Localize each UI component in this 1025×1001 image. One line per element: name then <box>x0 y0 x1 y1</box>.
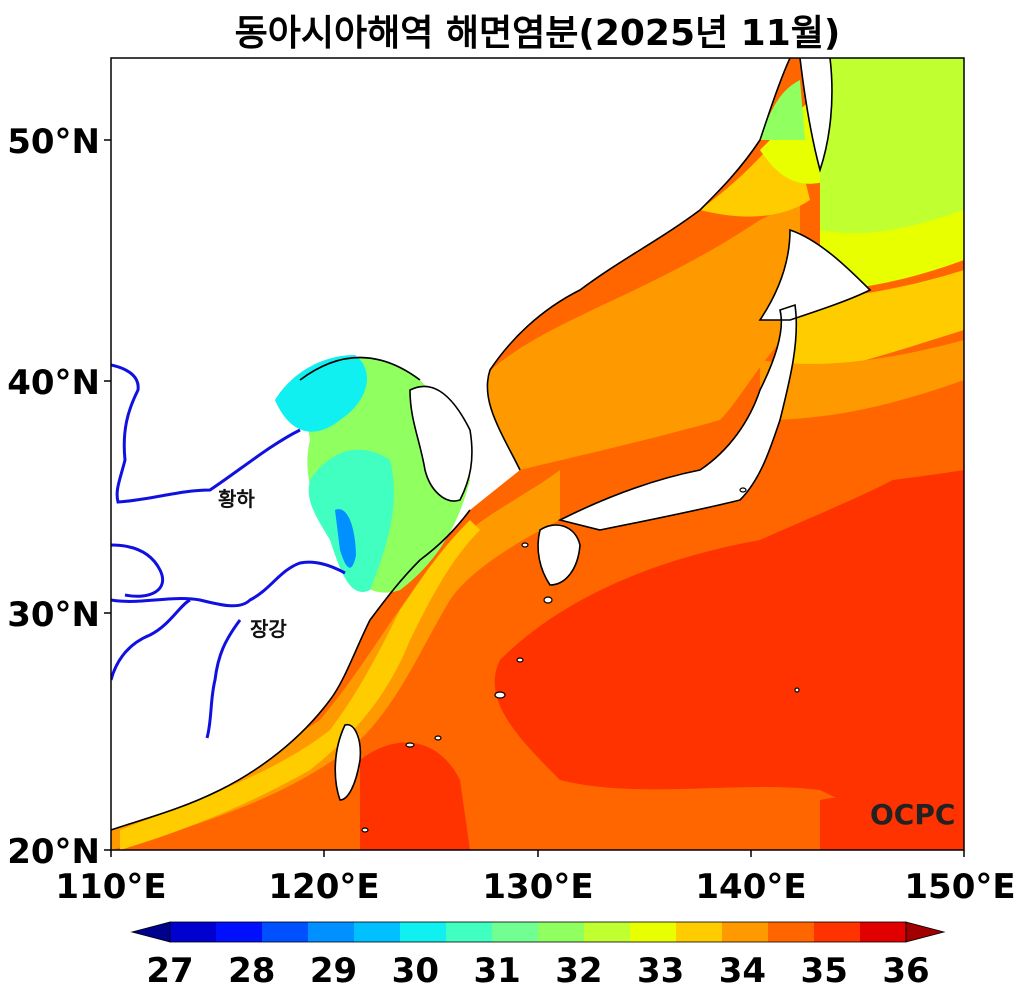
colorbar-tick-label: 35 <box>801 951 848 991</box>
colorbar-extend-min <box>130 921 171 943</box>
map-plot-area: 황하 장강 OCPC <box>111 58 964 850</box>
yellow-sea-inner <box>308 449 394 592</box>
bohai-sea-water <box>275 355 367 432</box>
colorbar-extend-max <box>905 921 946 943</box>
colorbar-segment <box>860 922 907 942</box>
salinity-zone-35 <box>494 430 964 821</box>
land-honshu <box>560 305 797 530</box>
colorbar-segment <box>584 922 631 942</box>
salinity-zone-35b <box>360 742 470 850</box>
x-axis: 110°E 120°E 130°E 140°E 150°E <box>55 850 1016 907</box>
x-tick-label-150: 150°E <box>904 867 1015 907</box>
land-hokkaido <box>760 230 870 320</box>
x-tick-label-120: 120°E <box>268 867 379 907</box>
colorbar-segment <box>538 922 585 942</box>
credit-logo: OCPC <box>870 798 955 831</box>
salinity-zone-33-coast <box>120 520 480 850</box>
colorbar-tick-label: 30 <box>392 951 439 991</box>
colorbar-segment <box>492 922 539 942</box>
land-korea <box>410 386 472 501</box>
colorbar-tick-label: 33 <box>637 951 684 991</box>
colorbar-segment <box>768 922 815 942</box>
colorbar-segment <box>170 922 217 942</box>
colorbar-segment <box>446 922 493 942</box>
colorbar-segment <box>216 922 263 942</box>
x-tick-label-110: 110°E <box>55 867 166 907</box>
colorbar-frame <box>169 921 907 943</box>
y-tick-label-50: 50°N <box>7 122 100 162</box>
colorbar: 27 28 29 30 31 32 33 34 35 36 <box>130 921 946 991</box>
colorbar-segment <box>722 922 769 942</box>
y-axis: 50°N 40°N 30°N 20°N <box>7 122 111 872</box>
colorbar-segment <box>354 922 401 942</box>
y-tick-label-20: 20°N <box>7 832 100 872</box>
colorbar-segment <box>262 922 309 942</box>
colorbar-segment <box>814 922 861 942</box>
river-huang-he <box>111 363 301 504</box>
colorbar-segment <box>308 922 355 942</box>
land-kyushu <box>538 525 580 585</box>
y-tick-label-40: 40°N <box>7 363 100 403</box>
colorbar-tick-label: 32 <box>555 951 602 991</box>
rivers <box>111 363 346 739</box>
yangtze-estuary-water <box>335 509 356 568</box>
salinity-zone-335-pacific <box>780 270 964 380</box>
colorbar-segment <box>630 922 677 942</box>
salinity-zone-345-pacific <box>760 380 964 490</box>
colorbar-segment <box>400 922 447 942</box>
coastlines <box>111 58 872 831</box>
salinity-zone-33-pacific-n <box>820 210 964 290</box>
salinity-zone-35c <box>820 780 964 850</box>
x-tick-label-140: 140°E <box>695 867 806 907</box>
map-title: 동아시아해역 해면염분(2025년 11월) <box>234 13 841 54</box>
land-taiwan <box>335 724 361 800</box>
small-islands <box>361 487 800 833</box>
salinity-zone-34-eastsea <box>480 200 800 470</box>
colorbar-tick-label: 34 <box>719 951 766 991</box>
colorbar-tick-label: 28 <box>228 951 275 991</box>
colorbar-tick-label: 27 <box>146 951 193 991</box>
salinity-zone-325-okhotsk <box>820 58 964 250</box>
river-label-huanghe: 황하 <box>218 487 255 511</box>
colorbar-segment <box>676 922 723 942</box>
land-sakhalin <box>800 58 832 170</box>
colorbar-tick-label: 31 <box>473 951 520 991</box>
river-label-yangtze: 장강 <box>250 617 287 641</box>
salinity-zone-32-tatar <box>760 80 805 140</box>
x-tick-label-130: 130°E <box>482 867 593 907</box>
river-tributary-1 <box>111 598 191 681</box>
y-tick-label-30: 30°N <box>7 595 100 635</box>
colorbar-tick-label: 36 <box>882 951 929 991</box>
river-yangtze <box>111 543 346 608</box>
colorbar-tick-label: 29 <box>310 951 357 991</box>
river-tributary-2 <box>205 619 242 739</box>
